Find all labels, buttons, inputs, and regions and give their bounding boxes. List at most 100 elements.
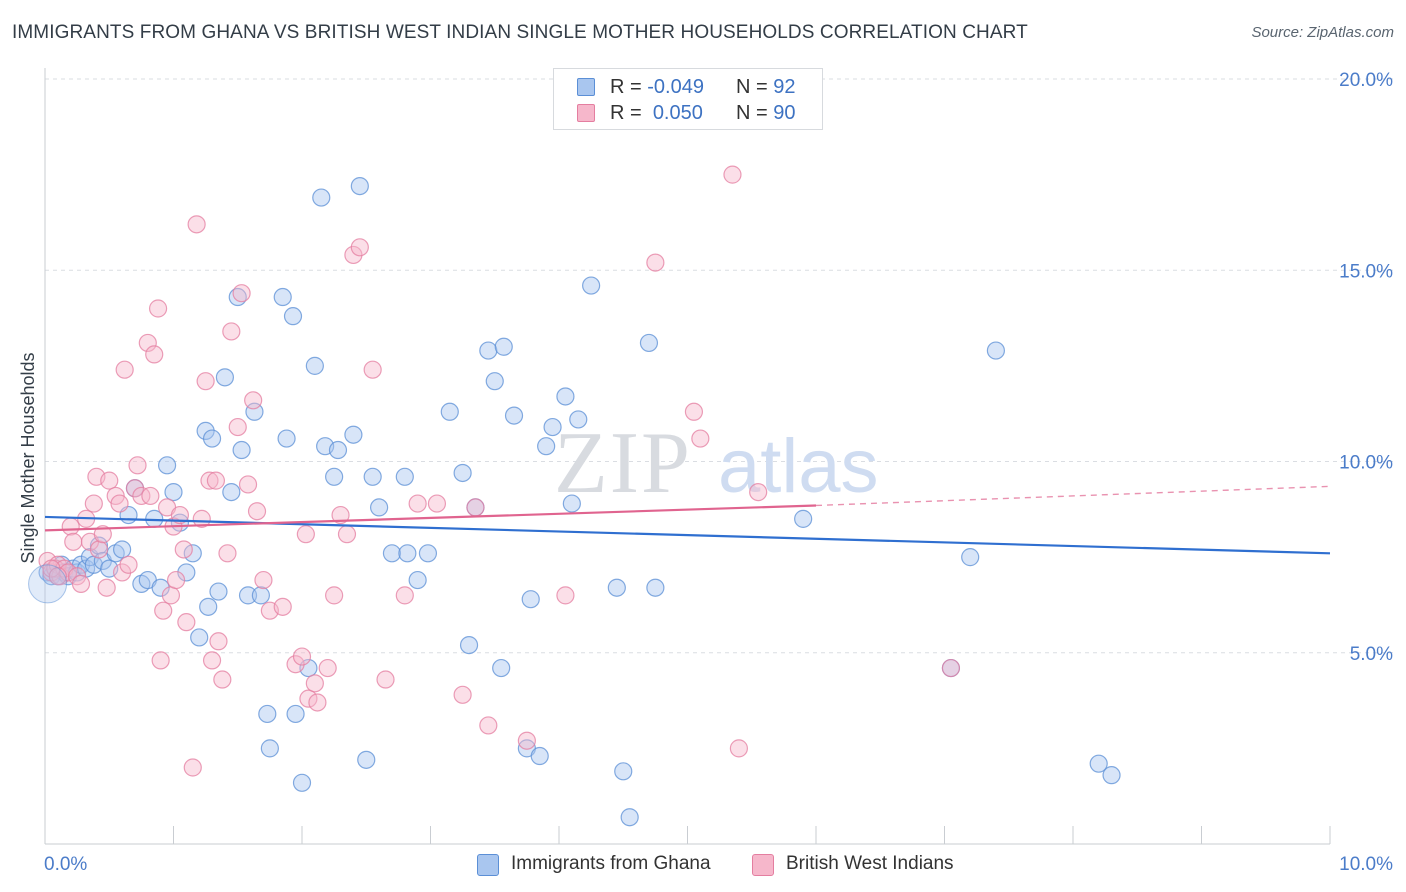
point-bwi: [247, 502, 267, 521]
point-ghana: [1089, 754, 1108, 773]
point-ghana: [245, 402, 264, 421]
point-bwi: [729, 739, 749, 758]
point-ghana: [492, 658, 511, 678]
trend-line-bwi-projection: [815, 485, 1331, 507]
point-ghana: [222, 483, 241, 502]
point-ghana: [504, 406, 524, 425]
y-axis-label: Single Mother Households: [18, 352, 38, 563]
n-value: 90: [773, 102, 796, 124]
series-legend: Immigrants from Ghana British West India…: [0, 852, 1406, 878]
point-ghana: [112, 540, 132, 559]
point-ghana: [582, 276, 601, 295]
point-bwi: [723, 165, 742, 184]
source-credit: Source: ZipAtlas.com: [1251, 24, 1394, 41]
point-bwi: [292, 647, 312, 666]
point-ghana: [215, 368, 234, 387]
grid-lines: [45, 78, 1395, 654]
x-tick-label: 0.0%: [44, 854, 87, 875]
point-bwi: [941, 658, 961, 678]
point-ghana: [485, 372, 504, 391]
point-bwi: [305, 674, 324, 693]
point-ghana: [543, 417, 562, 437]
point-bwi: [100, 471, 119, 490]
point-bwi: [238, 475, 258, 494]
stats-legend: R = -0.049 N = 92 R = 0.050 N = 90: [553, 68, 823, 130]
point-bwi: [296, 525, 315, 544]
point-bwi: [209, 632, 228, 651]
point-ghana: [190, 628, 209, 647]
point-bwi: [749, 483, 768, 502]
legend-swatch-bwi: [577, 104, 595, 122]
watermark-atlas: atlas: [718, 424, 879, 509]
point-bwi: [161, 586, 181, 605]
point-bwi: [93, 525, 112, 544]
point-bwi: [363, 360, 382, 379]
point-ghana: [277, 429, 296, 448]
point-ghana: [209, 582, 228, 601]
point-bwi: [376, 670, 395, 689]
point-ghana: [183, 544, 202, 563]
point-ghana: [344, 425, 363, 444]
point-bwi: [646, 253, 665, 272]
legend-swatch-ghana: [577, 78, 595, 96]
point-ghana: [164, 483, 183, 502]
point-ghana: [569, 410, 588, 429]
point-ghana: [305, 356, 324, 375]
trend-lines: [44, 485, 1331, 555]
point-ghana: [459, 635, 479, 655]
point-ghana: [251, 586, 270, 605]
point-bwi: [337, 525, 357, 544]
point-ghana: [986, 341, 1006, 360]
point-ghana: [350, 177, 369, 196]
point-bwi: [119, 555, 138, 574]
point-bwi: [206, 471, 226, 490]
point-bwi: [244, 391, 263, 410]
point-ghana: [89, 536, 109, 555]
legend-label: British West Indians: [786, 853, 954, 874]
r-value: 0.050: [652, 102, 703, 124]
point-bwi: [395, 586, 414, 605]
x-tick-label: 10.0%: [1339, 854, 1393, 875]
point-bwi: [110, 494, 129, 513]
point-ghana: [607, 578, 626, 597]
point-bwi: [408, 494, 427, 513]
axes: [44, 68, 1331, 845]
point-bwi: [174, 540, 193, 559]
point-ghana: [328, 440, 348, 460]
y-tick-label: 5.0%: [1350, 644, 1393, 665]
point-ghana: [1102, 766, 1121, 785]
point-bwi: [308, 693, 327, 712]
r-value: -0.049: [647, 76, 704, 98]
point-bwi: [331, 505, 350, 525]
point-bwi: [684, 402, 704, 421]
point-ghana: [199, 597, 218, 616]
stats-row-bwi: R = 0.050 N = 90: [554, 100, 824, 126]
y-tick-label: 20.0%: [1339, 70, 1393, 91]
point-ghana-cluster: [28, 564, 68, 604]
point-bwi: [64, 532, 83, 551]
point-bwi: [141, 486, 160, 506]
point-bwi: [166, 570, 186, 590]
point-ghana: [232, 440, 251, 460]
point-ghana: [151, 578, 170, 597]
point-ghana: [177, 563, 196, 582]
point-ghana: [639, 333, 659, 353]
point-bwi: [154, 601, 173, 620]
point-ghana: [453, 463, 472, 483]
point-ghana: [363, 467, 382, 486]
point-bwi: [196, 372, 215, 391]
point-ghana: [537, 437, 556, 456]
point-ghana: [961, 548, 980, 567]
point-bwi: [228, 417, 247, 437]
point-ghana: [370, 498, 389, 517]
point-ghana: [258, 704, 277, 724]
r-stat: R = -0.049: [610, 76, 704, 98]
point-bwi: [97, 578, 116, 597]
point-bwi: [691, 429, 710, 448]
point-bwi: [71, 574, 91, 594]
point-ghana: [260, 739, 279, 758]
point-ghana: [357, 750, 376, 769]
y-tick-label: 15.0%: [1339, 261, 1393, 282]
point-ghana: [286, 704, 305, 724]
point-bwi: [177, 613, 196, 632]
